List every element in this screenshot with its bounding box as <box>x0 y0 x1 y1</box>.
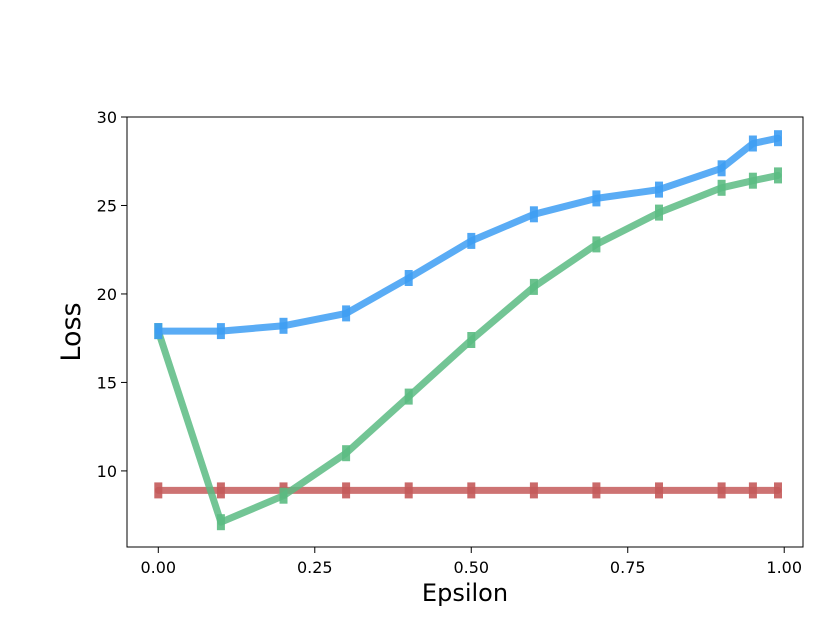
data-point-1-11 <box>774 167 782 184</box>
data-point-0-5 <box>467 232 476 249</box>
x-tick-label: 0.50 <box>453 558 489 577</box>
data-point-2-11 <box>774 482 782 499</box>
data-point-1-5 <box>467 332 476 348</box>
data-point-0-7 <box>592 190 601 207</box>
data-point-0-10 <box>748 135 757 152</box>
series-line-0 <box>154 134 782 335</box>
series-2 <box>154 482 782 499</box>
data-point-1-3 <box>342 445 351 462</box>
x-tick-label: 0.75 <box>610 558 646 577</box>
data-point-0-2 <box>279 317 288 334</box>
data-point-1-10 <box>748 172 757 189</box>
data-point-2-0 <box>154 482 163 499</box>
data-point-0-9 <box>717 160 726 177</box>
y-tick-label: 30 <box>97 108 117 127</box>
data-point-0-4 <box>404 270 413 286</box>
y-tick-label: 20 <box>97 285 117 304</box>
data-point-1-4 <box>404 388 413 405</box>
series-line-1 <box>154 171 782 526</box>
series-1 <box>154 167 782 531</box>
data-point-1-8 <box>655 204 663 221</box>
data-point-1-1 <box>216 514 225 531</box>
data-point-2-4 <box>404 482 413 499</box>
data-point-1-7 <box>592 236 601 253</box>
y-tick-label: 15 <box>97 373 117 392</box>
y-tick-label: 10 <box>97 462 117 481</box>
y-axis-label: Loss <box>56 302 87 361</box>
data-point-0-1 <box>216 323 225 340</box>
plot-area-frame <box>126 116 804 548</box>
data-point-0-8 <box>655 181 663 198</box>
x-tick-label: 1.00 <box>766 558 802 577</box>
data-point-1-6 <box>529 278 538 295</box>
series-0 <box>154 130 782 340</box>
x-axis: 0.00 0.25 0.50 0.75 1.00 <box>140 547 802 577</box>
data-point-2-3 <box>342 482 351 499</box>
data-point-2-8 <box>655 482 663 499</box>
data-point-1-9 <box>717 179 726 196</box>
data-point-0-6 <box>529 206 538 223</box>
data-point-0-3 <box>342 305 351 322</box>
x-tick-label: 0.00 <box>140 558 176 577</box>
data-point-0-0 <box>154 323 163 340</box>
data-point-2-6 <box>529 482 538 499</box>
data-point-0-11 <box>774 130 782 147</box>
data-point-2-1 <box>216 482 225 499</box>
x-axis-label: Epsilon <box>422 579 508 607</box>
data-point-2-5 <box>467 482 476 499</box>
y-axis: 10 15 20 25 30 <box>97 108 127 481</box>
data-point-2-9 <box>717 482 726 499</box>
series-layer <box>154 130 782 531</box>
data-point-1-2 <box>279 487 288 504</box>
data-point-2-7 <box>592 482 601 499</box>
data-point-2-10 <box>748 482 757 499</box>
x-tick-label: 0.25 <box>297 558 333 577</box>
y-tick-label: 25 <box>97 196 117 215</box>
